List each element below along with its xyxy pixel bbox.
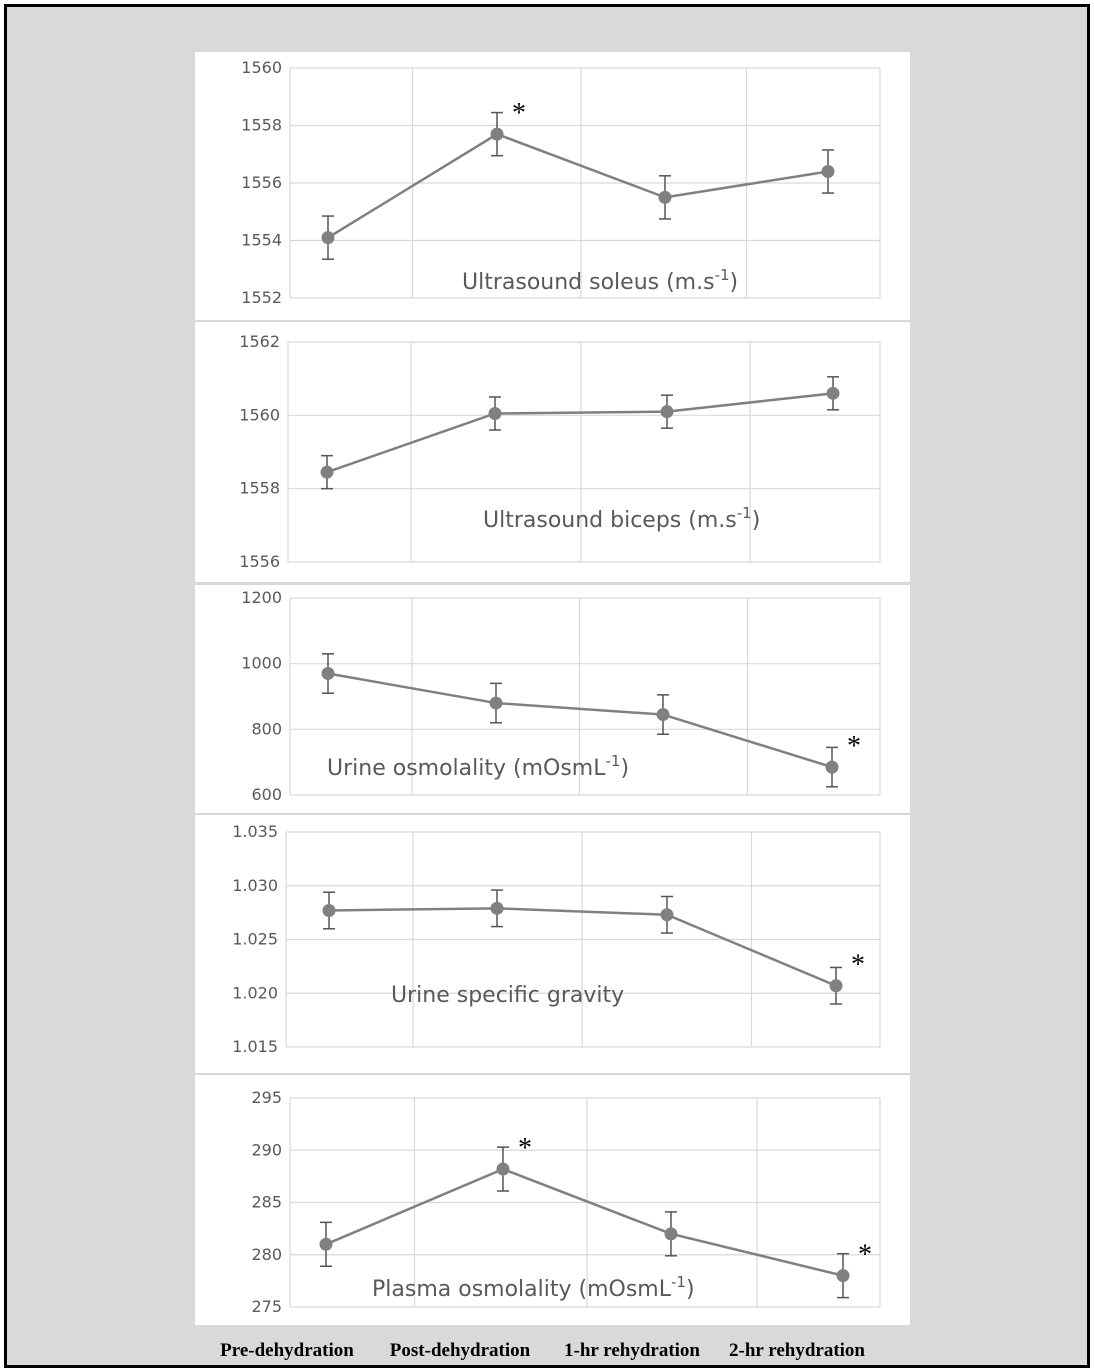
data-point (656, 708, 670, 722)
y-tick-label: 285 (251, 1193, 282, 1212)
data-point (321, 231, 335, 245)
series-line (327, 672, 833, 769)
panel-title: Plasma osmolality (mOsmL-1) (372, 1273, 695, 1302)
x-category-label: 1-hr rehydration (564, 1340, 700, 1361)
data-point (660, 908, 674, 922)
panel-background (195, 815, 910, 1073)
x-category-label: Pre-dehydration (220, 1340, 354, 1361)
y-tick-label: 1200 (241, 588, 282, 607)
data-point (320, 465, 334, 479)
y-tick-label: 1552 (241, 288, 282, 307)
data-point (829, 979, 843, 993)
data-point (321, 667, 335, 681)
significance-marker: * (518, 1133, 532, 1164)
panel-title: Ultrasound biceps (m.s-1) (483, 504, 760, 533)
data-point (322, 903, 336, 917)
y-tick-label: 1.015 (232, 1037, 278, 1056)
panel-background (195, 322, 910, 582)
y-tick-label: 800 (251, 719, 282, 738)
data-point (496, 1162, 510, 1176)
data-point (821, 165, 835, 178)
y-tick-label: 600 (251, 785, 282, 804)
significance-marker: * (858, 1240, 872, 1271)
data-point (319, 1237, 333, 1251)
data-point (826, 386, 840, 400)
data-point (488, 407, 502, 420)
y-tick-label: 280 (251, 1245, 282, 1264)
x-category-label: Post-dehydration (389, 1340, 531, 1361)
data-point (836, 1269, 850, 1283)
chart-panel: 1556 1558 1560 1562 Ultrasound biceps (m.s-1… (195, 322, 910, 582)
panel-title: Urine osmolality (mOsmL-1) (327, 752, 629, 781)
data-point (489, 696, 503, 710)
data-point (664, 1227, 678, 1241)
y-tick-label: 295 (251, 1088, 282, 1107)
panel-background (195, 52, 910, 320)
significance-marker: * (847, 731, 861, 762)
chart-panel: 1552 1554 1556 1558 1560 * Ultrasound soleus (… (195, 52, 910, 320)
data-point (490, 127, 504, 141)
y-tick-label: 1000 (241, 654, 282, 673)
significance-marker: * (851, 950, 865, 981)
panel-background (195, 585, 910, 813)
chart-panel: 600 800 1000 1200 * Urine osmolality (mOsmL-1… (195, 585, 910, 813)
y-tick-label: 1.030 (232, 876, 278, 895)
x-category-label: 2-hr rehydration (729, 1340, 865, 1361)
series-line (328, 907, 837, 987)
chart-panel: 1.015 1.020 1.025 1.030 1.035 * Urine specific… (195, 815, 910, 1073)
data-point (490, 901, 504, 915)
data-point (658, 190, 672, 204)
y-tick-label: 1560 (239, 405, 280, 424)
data-point (660, 405, 674, 419)
panel-background (195, 1075, 910, 1325)
panel-title: Urine specific gravity (391, 983, 624, 1008)
y-tick-label: 1.035 (232, 822, 278, 841)
significance-marker: * (512, 98, 526, 129)
y-tick-label: 1558 (241, 116, 282, 135)
y-tick-label: 1556 (241, 173, 282, 192)
series-line (327, 132, 829, 239)
y-tick-label: 1562 (239, 332, 280, 351)
series-line (326, 392, 834, 474)
y-tick-label: 1556 (239, 552, 280, 571)
series-line (325, 1167, 844, 1277)
y-tick-label: 290 (251, 1140, 282, 1159)
y-tick-label: 1.025 (232, 930, 278, 949)
data-point (825, 760, 839, 774)
y-tick-label: 1560 (241, 58, 282, 77)
y-tick-label: 1.020 (232, 983, 278, 1002)
y-tick-label: 275 (251, 1297, 282, 1316)
chart-panel: 275 280 285 290 295 * * Plasma osmolality (mOsm… (195, 1075, 910, 1325)
y-tick-label: 1558 (239, 479, 280, 498)
y-tick-label: 1554 (241, 231, 282, 250)
panel-title: Ultrasound soleus (m.s-1) (462, 266, 738, 295)
